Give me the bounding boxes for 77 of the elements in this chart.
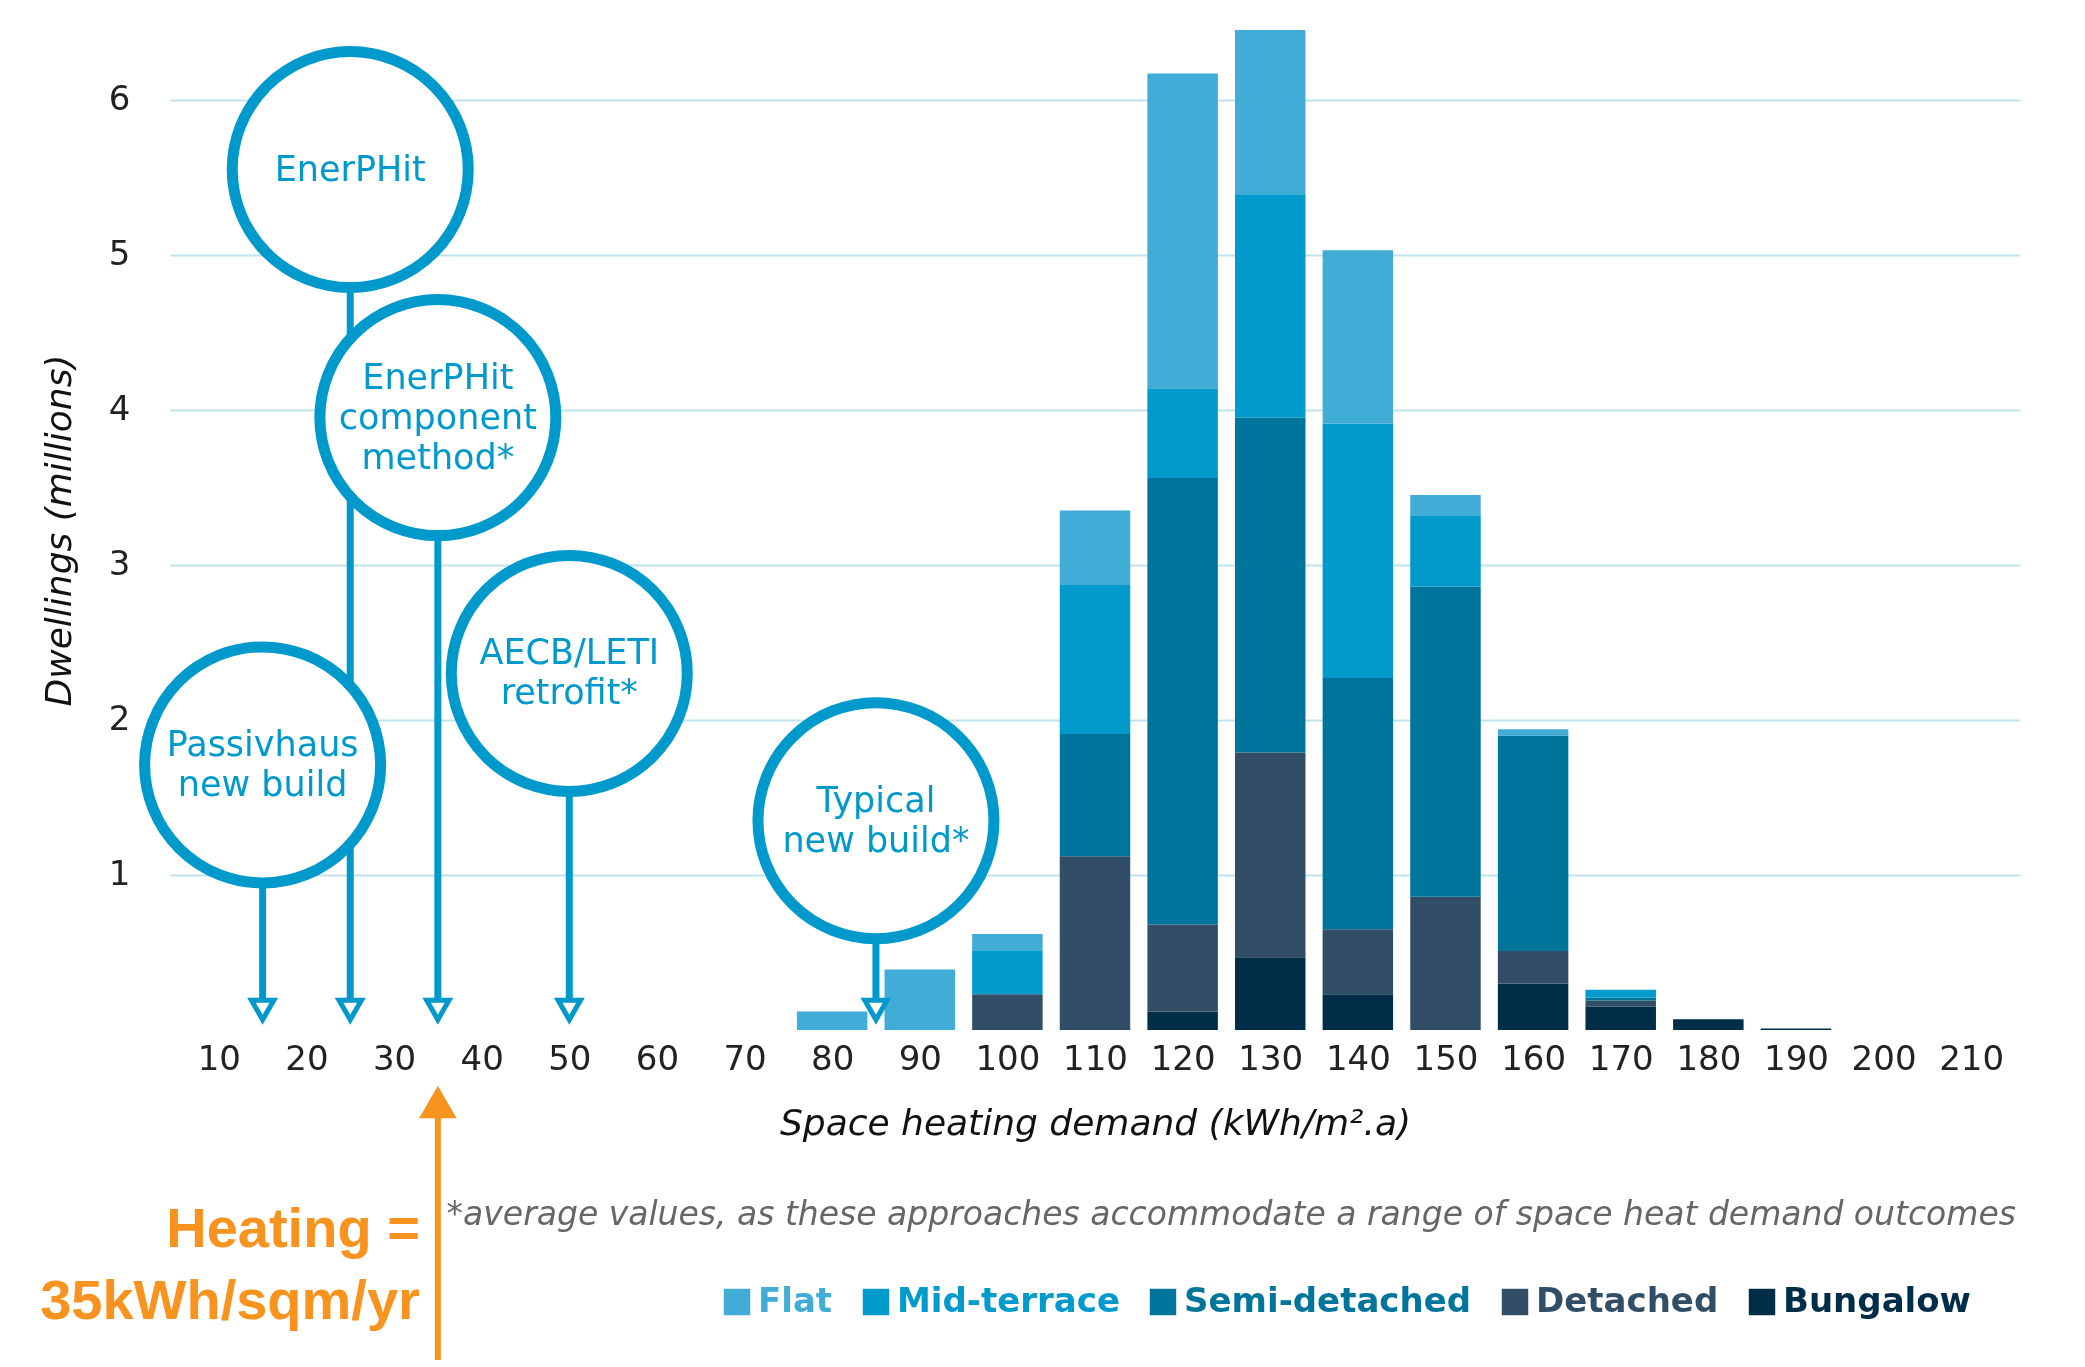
x-tick-label: 60 (635, 1037, 680, 1078)
bar (1059, 733, 1131, 857)
bar (1410, 495, 1481, 516)
bar (1235, 417, 1306, 753)
y-tick-label: 3 (108, 543, 131, 584)
bar (1235, 194, 1306, 418)
bar (1059, 585, 1131, 734)
x-axis-title: Space heating demand (kWh/m².a) (779, 1101, 1412, 1143)
x-tick-label: 200 (1851, 1037, 1917, 1078)
x-tick-label: 170 (1588, 1037, 1654, 1078)
bar (1322, 250, 1394, 424)
bar (1235, 957, 1306, 1030)
bar (1147, 73, 1218, 389)
bar (1585, 1000, 1656, 1007)
x-tick-label: 210 (1939, 1037, 2005, 1078)
bar (1322, 929, 1394, 995)
bar (1147, 924, 1218, 1012)
legend-label: Mid-terrace (897, 1280, 1120, 1320)
bar (1497, 735, 1569, 951)
bar (1410, 515, 1481, 587)
bar (1322, 994, 1394, 1030)
x-tick-label: 10 (197, 1037, 241, 1078)
bar (1410, 586, 1481, 897)
bar (1059, 510, 1131, 586)
bar (1585, 1006, 1656, 1030)
x-tick-label: 190 (1764, 1037, 1829, 1078)
legend-label: Flat (758, 1280, 833, 1320)
annotation: EnerPHit (274, 148, 426, 189)
text: *average values, as these approaches accommodate a range of space heat demand outcomes (446, 1194, 2016, 1233)
bar (972, 994, 1043, 1030)
annotation: EnerPHit component method* (338, 356, 537, 477)
bar (972, 933, 1043, 951)
y-tick-label: 4 (108, 388, 131, 429)
bar (1585, 997, 1656, 1001)
x-tick-label: 70 (723, 1037, 767, 1078)
x-tick-label: 40 (460, 1037, 504, 1078)
bar (1673, 1019, 1744, 1030)
bar (1497, 983, 1569, 1030)
bar (1235, 752, 1306, 958)
bar (1497, 729, 1569, 736)
y-axis-title: Dwellings (millions) (37, 354, 79, 707)
bar (884, 969, 955, 1030)
bar (1585, 989, 1656, 998)
x-tick-label: 20 (285, 1037, 329, 1078)
x-tick-label: 120 (1150, 1037, 1216, 1078)
bar (1410, 896, 1481, 1030)
bar (1322, 423, 1394, 679)
y-tick-label: 5 (108, 233, 131, 274)
x-tick-label: 50 (548, 1037, 592, 1078)
x-tick-label: 110 (1063, 1037, 1128, 1078)
annotation: Typical new build* (782, 779, 970, 860)
x-tick-label: 90 (898, 1037, 942, 1078)
bar (1147, 1011, 1218, 1030)
legend-label: Detached (1536, 1280, 1719, 1320)
legend-label: Semi-detached (1184, 1280, 1472, 1320)
bar (1147, 478, 1218, 925)
x-tick-label: 180 (1676, 1037, 1742, 1078)
text: Heating = 35kWh/sqm/yr (40, 1196, 420, 1331)
annotation: Passivhaus new build (166, 723, 359, 804)
annotation: AECB/LETI retrofit* (479, 632, 660, 713)
x-tick-label: 80 (811, 1037, 855, 1078)
x-tick-label: 150 (1413, 1037, 1479, 1078)
x-tick-label: 100 (975, 1037, 1041, 1078)
y-tick-label: 2 (108, 698, 131, 739)
legend-label: Bungalow (1783, 1280, 1972, 1320)
bar (972, 950, 1043, 995)
x-tick-label: 30 (372, 1037, 417, 1078)
x-tick-label: 130 (1238, 1037, 1304, 1078)
x-tick-label: 140 (1325, 1037, 1391, 1078)
bar (1497, 950, 1569, 984)
bar (1059, 856, 1131, 1030)
bar (1235, 30, 1306, 195)
bar (1147, 388, 1218, 479)
y-tick-label: 1 (108, 853, 131, 894)
bar (1322, 678, 1394, 930)
x-tick-label: 160 (1501, 1037, 1567, 1078)
y-tick-label: 6 (108, 78, 131, 119)
